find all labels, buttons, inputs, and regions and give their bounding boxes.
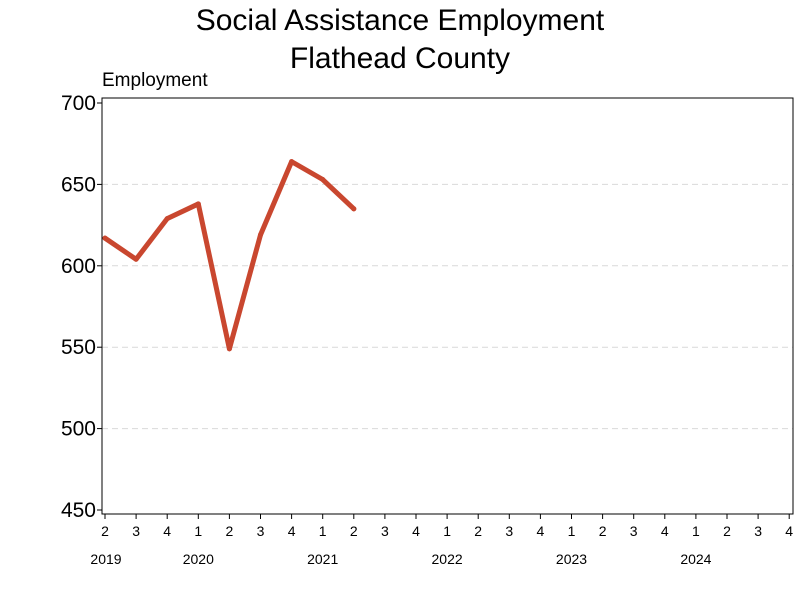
data-point	[226, 346, 232, 352]
y-tick-label: 500	[61, 418, 96, 441]
x-tick-label: 4	[537, 523, 545, 539]
series-line	[102, 159, 357, 352]
x-tick-label: 3	[381, 523, 389, 539]
x-tick-label: 2	[723, 523, 731, 539]
data-point	[164, 216, 170, 222]
x-tick-label: 2	[101, 523, 109, 539]
x-tick-label: 3	[505, 523, 513, 539]
x-tick-label: 2	[226, 523, 234, 539]
y-axis-label: Employment	[102, 70, 208, 91]
y-tick-label: 650	[61, 173, 96, 196]
year-label: 2020	[183, 551, 214, 567]
y-tick-label: 600	[61, 255, 96, 278]
year-label: 2022	[432, 551, 463, 567]
chart-title-line-1: Social Assistance Employment	[196, 4, 605, 37]
data-point	[289, 159, 295, 165]
data-point	[258, 232, 263, 238]
data-point	[195, 201, 201, 207]
year-label: 2024	[680, 551, 711, 567]
chart-title-line-2: Flathead County	[290, 42, 510, 75]
axes	[101, 97, 794, 515]
x-tick-label: 3	[630, 523, 638, 539]
x-tick-label: 2	[474, 523, 482, 539]
x-tick-label: 2	[599, 523, 607, 539]
year-label: 2023	[556, 551, 587, 567]
x-tick-label: 3	[257, 523, 265, 539]
x-tick-label: 2	[350, 523, 358, 539]
y-tick-label: 550	[61, 336, 96, 359]
chart-title: Social Assistance Employment Flathead Co…	[196, 4, 605, 75]
series	[102, 159, 357, 352]
plot-frame	[101, 97, 794, 515]
x-tick-label: 4	[163, 523, 171, 539]
y-tick-label: 700	[61, 92, 96, 115]
x-tick-label: 3	[754, 523, 762, 539]
x-tick-label: 4	[661, 523, 669, 539]
y-tick-label: 450	[61, 499, 96, 522]
data-point	[133, 256, 139, 262]
x-tick-label: 1	[319, 523, 327, 539]
x-tick-label: 4	[412, 523, 420, 539]
data-point	[102, 235, 108, 241]
x-tick-label: 4	[288, 523, 296, 539]
x-tick-label: 1	[692, 523, 700, 539]
x-tick-label: 1	[194, 523, 202, 539]
year-label: 2019	[90, 551, 121, 567]
data-point	[320, 177, 326, 183]
gridlines	[102, 183, 793, 430]
x-tick-label: 3	[132, 523, 140, 539]
x-tick-label: 1	[568, 523, 576, 539]
x-ticks: 2 3 4 1 2 3 4 1 2 3 4 1 2 3 4 1 2 3 4 1 2 3 4	[101, 514, 793, 539]
x-tick-label: 4	[785, 523, 793, 539]
data-point	[351, 206, 357, 212]
year-label: 2021	[307, 551, 338, 567]
year-labels: 2019 2020 2021 2022 2023 2024	[90, 551, 711, 567]
x-tick-label: 1	[443, 523, 451, 539]
y-ticks: 450 500 550 600 650 700	[61, 92, 102, 522]
